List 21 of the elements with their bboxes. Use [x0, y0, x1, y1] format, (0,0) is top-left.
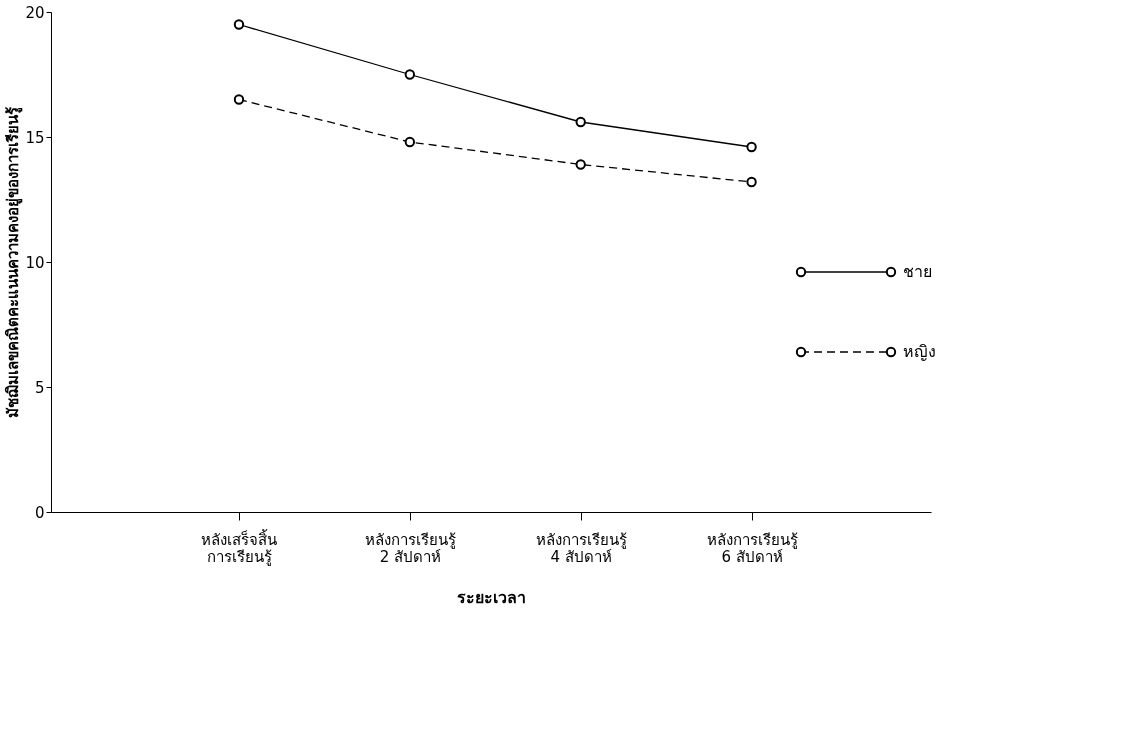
x-tick-label: หลังการเรียนรู้ 6 สัปดาห์ [706, 530, 798, 566]
x-axis-title: ระยะเวลา [457, 587, 526, 607]
point [746, 141, 757, 153]
point [404, 69, 416, 80]
point [404, 136, 416, 148]
point [746, 176, 757, 188]
y-tick-label: 10 [25, 253, 45, 272]
point [233, 19, 245, 30]
legend-label: หญิง [903, 342, 936, 361]
x-tick-label: หลังการเรียนรู้ 2 สัปดาห์ [364, 530, 456, 566]
point [575, 116, 586, 128]
point [233, 94, 245, 105]
legend-label: ชาย [903, 262, 932, 281]
y-tick-label: 5 [34, 378, 45, 397]
x-tick-label: หลังการเรียนรู้ 4 สัปดาห์ [535, 530, 627, 566]
x-tick-label: หลังเสร็จสิ้น การเรียนรู้ [201, 528, 278, 566]
y-tick-label: 15 [25, 128, 45, 147]
y-tick-label: 0 [34, 503, 45, 522]
y-axis-title: มัชฌิมเลขคณิตคะแนนความคงอยู่ของการเรียนรู้ [4, 106, 24, 418]
point [575, 159, 586, 170]
y-tick-label: 20 [25, 3, 45, 22]
